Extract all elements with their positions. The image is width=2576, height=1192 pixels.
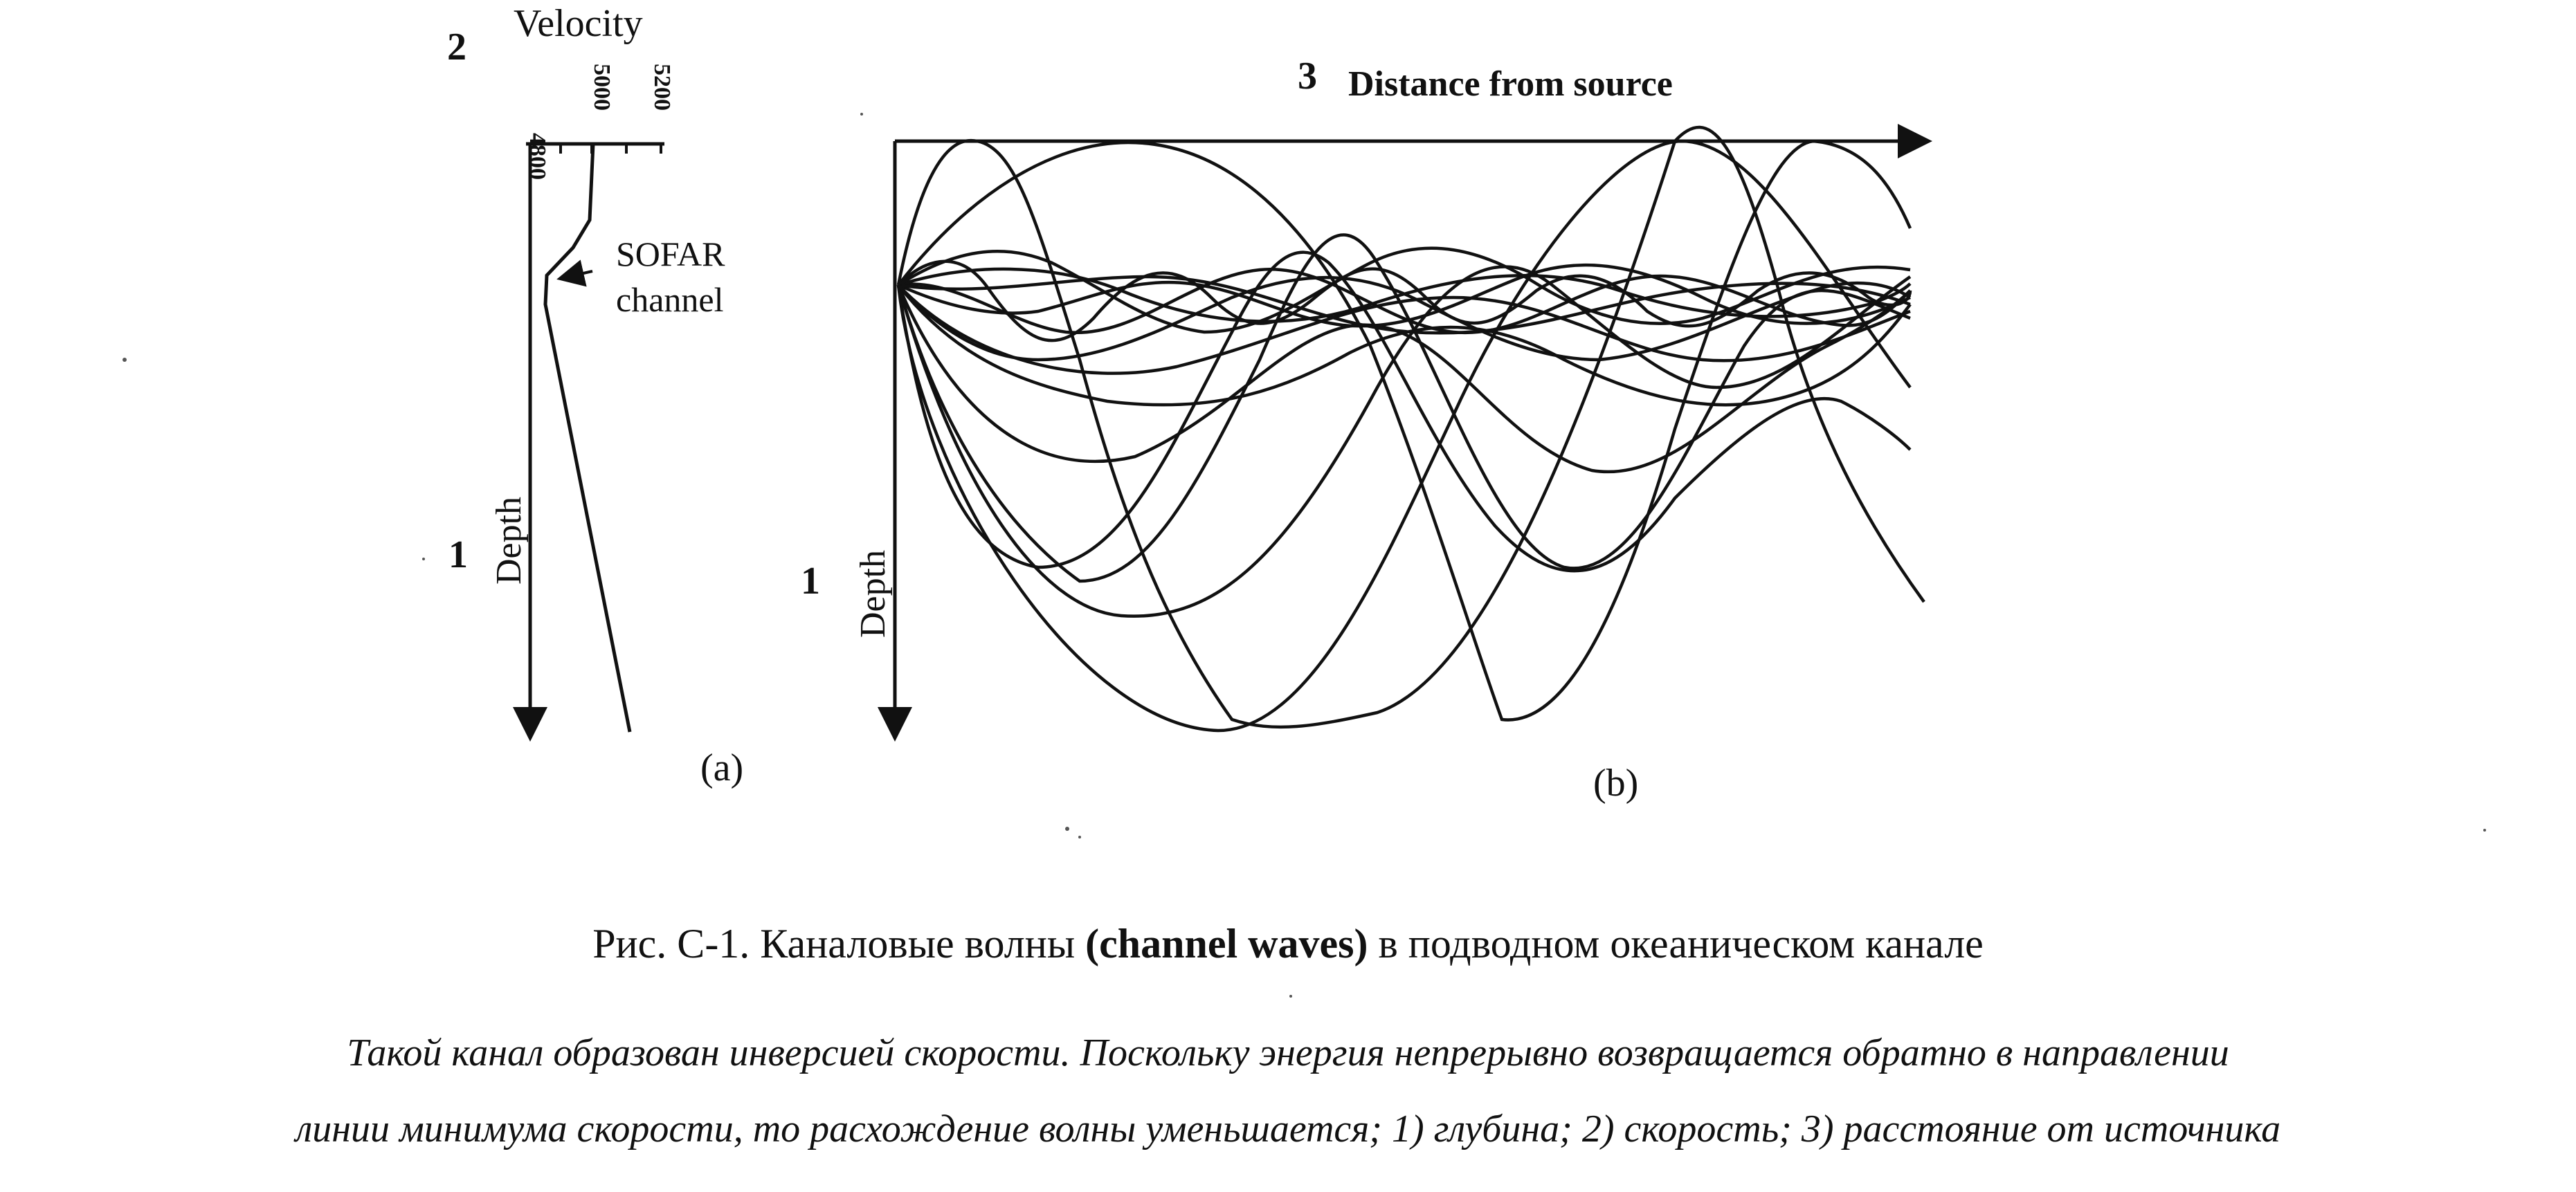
description-line-1: Такой канал образован инверсией скорости…	[347, 1031, 2229, 1074]
ray-trapped-6	[897, 246, 1911, 334]
ray-trapped-1	[897, 259, 1912, 342]
velocity-marker-number: 2	[447, 26, 466, 68]
velocity-tick-5000: 5000	[589, 64, 615, 111]
velocity-profile-curve	[543, 143, 632, 733]
ray-trapped-8	[897, 284, 1911, 375]
caption-bold-term: (channel waves)	[1085, 921, 1368, 966]
sofar-pointer-arrow	[556, 259, 593, 287]
velocity-axis-label: Velocity	[514, 2, 643, 45]
scan-speckles	[123, 113, 2486, 998]
depth-marker-number-b: 1	[801, 560, 820, 603]
ray-trapped-5	[898, 275, 1911, 335]
caption-suffix: в подводном океаническом канале	[1368, 921, 1984, 966]
depth-marker-number: 1	[448, 533, 468, 576]
depth-axis-label: Depth	[489, 497, 529, 585]
sofar-label-line2: channel	[616, 280, 723, 319]
caption-prefix: Рис. C-1. Каналовые волны	[592, 921, 1086, 966]
ray-steep-5	[896, 284, 1912, 474]
ray-steep-8	[896, 265, 1912, 618]
distance-marker-number: 3	[1298, 55, 1317, 98]
description-line-2: линии минимума скорости, то расхождение …	[295, 1108, 2281, 1150]
sofar-label-line1: SOFAR	[616, 235, 725, 273]
figure-caption: Рис. C-1. Каналовые волны (channel waves…	[0, 920, 2576, 968]
ray-steep-4	[896, 233, 1911, 583]
panel-a-label: (a)	[700, 746, 743, 789]
panel-b-label: (b)	[1593, 762, 1638, 805]
ray-paths	[896, 125, 1925, 733]
velocity-tick-5200: 5200	[649, 64, 675, 111]
ray-steep-1	[896, 125, 1925, 729]
panel-a: 2 Velocity 4800 5000 5200 Depth 1 SOFAR …	[447, 2, 743, 789]
ray-trapped-7	[897, 275, 1912, 362]
panel-b: 3 Distance from source Depth 1 (b)	[801, 55, 1932, 805]
ray-steep-2	[897, 139, 1912, 722]
depth-axis-label-b: Depth	[853, 550, 893, 638]
distance-axis-label: Distance from source	[1348, 64, 1673, 104]
ray-steep-3	[896, 139, 1912, 733]
